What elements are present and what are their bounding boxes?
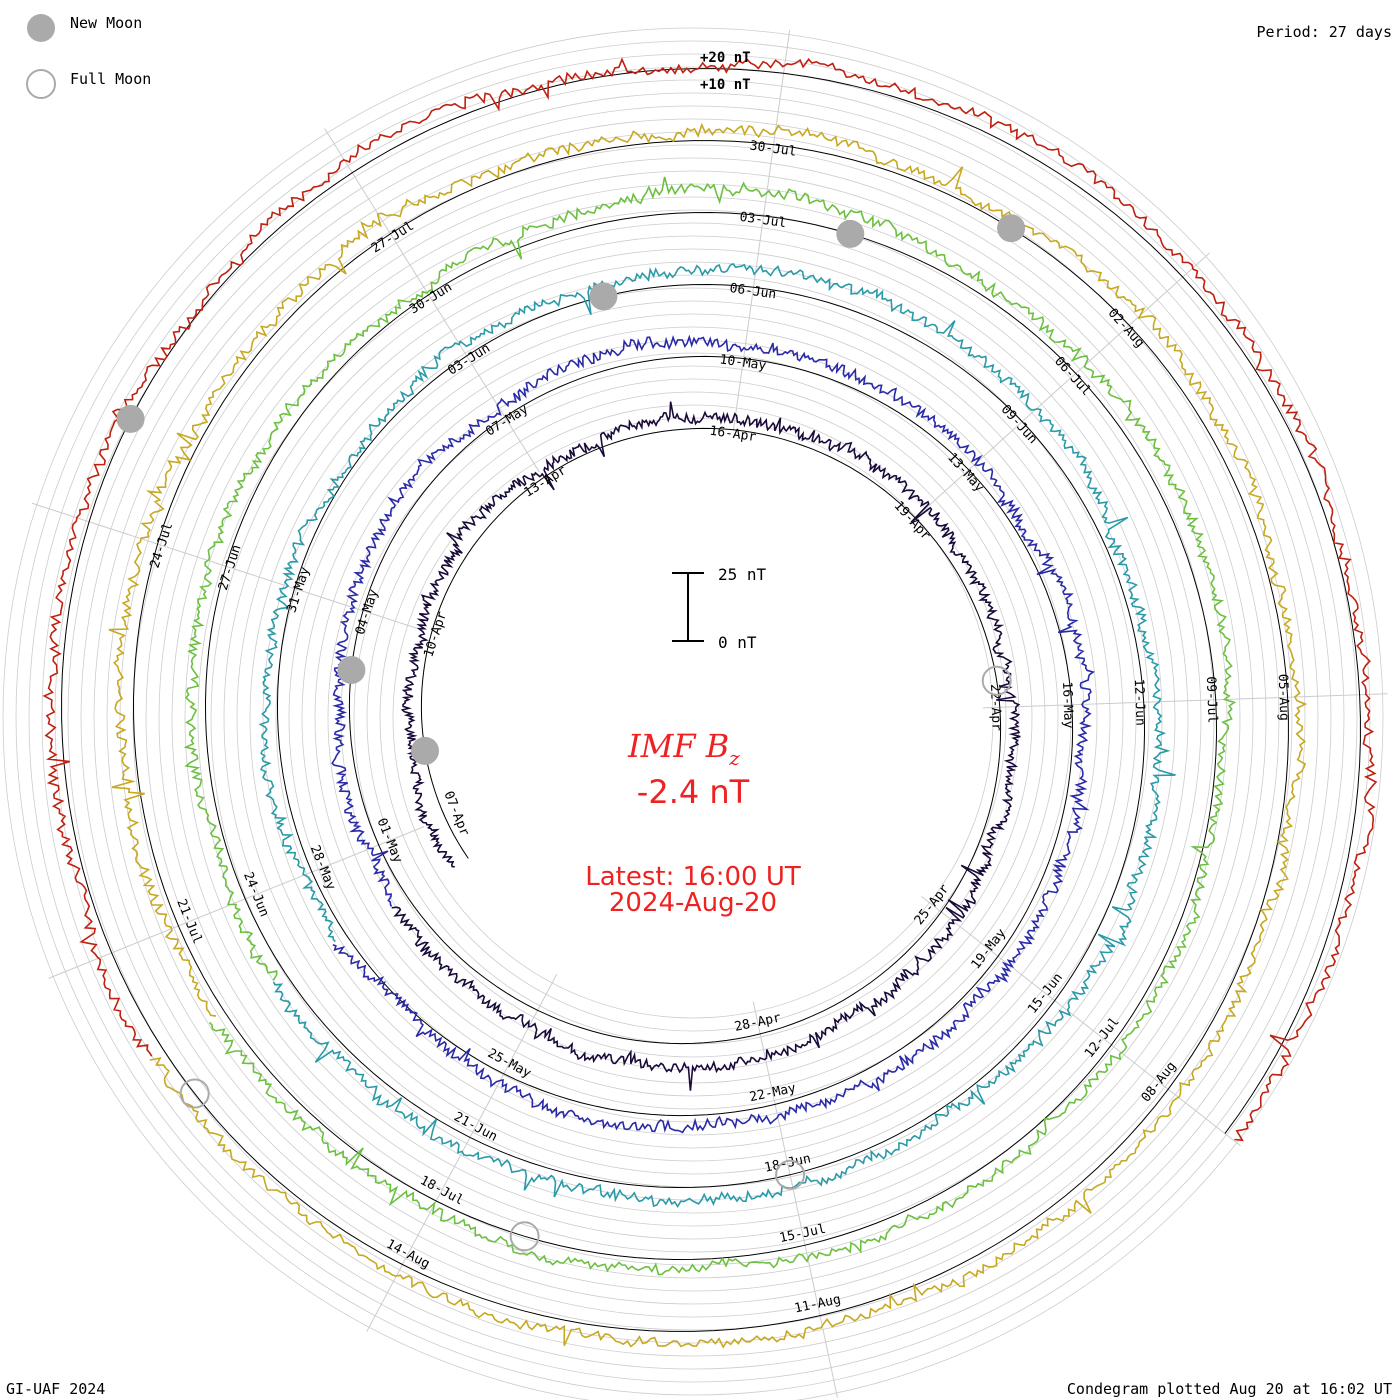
date-label: 22-Apr — [987, 684, 1004, 732]
radial-spoke — [921, 896, 1241, 1147]
baseline-rotation-1 — [406, 427, 1002, 1045]
reference-ring — [249, 274, 1137, 1162]
new-moon-icon — [27, 14, 55, 42]
radial-spoke — [366, 973, 558, 1332]
date-label: 22-May — [748, 1081, 797, 1105]
plotted-label: Condegram plotted Aug 20 at 16:02 UT — [1066, 1380, 1392, 1398]
reference-ring — [288, 313, 1098, 1123]
reference-ring — [67, 92, 1319, 1344]
quantity-title: IMF Bz — [627, 727, 740, 770]
reference-ring — [106, 131, 1280, 1305]
new-moon-marker — [997, 214, 1026, 243]
series-trace-rotation-4 — [183, 176, 1237, 1276]
reference-ring — [327, 352, 1059, 1084]
reference-ring — [158, 183, 1228, 1253]
new-moon-marker — [116, 404, 145, 433]
date-label: 12-Jun — [1131, 679, 1148, 726]
full-moon-marker — [509, 1221, 540, 1252]
scale-label-plus20: +20 nT — [700, 50, 751, 66]
moon-markers — [116, 214, 1026, 1252]
baseline-rotation-3 — [276, 283, 1146, 1189]
date-label: 10-May — [719, 352, 768, 373]
reference-ring — [340, 365, 1046, 1071]
date-label: 27-Jun — [216, 543, 245, 592]
date-label: 07-Apr — [440, 789, 472, 838]
date-label: 28-May — [307, 843, 339, 892]
radial-spoke — [732, 29, 791, 431]
scale-label-plus10: +10 nT — [700, 77, 751, 93]
reference-ring — [223, 248, 1163, 1188]
reference-ring — [262, 287, 1124, 1149]
scale-bar-top-label: 25 nT — [718, 565, 767, 584]
reference-ring — [171, 196, 1215, 1240]
series-trace-rotation-3 — [258, 262, 1176, 1209]
date-label: 27-Jul — [369, 219, 417, 257]
date-label: 15-Jul — [778, 1222, 827, 1246]
reference-ring — [353, 378, 1033, 1058]
series-trace-rotation-6 — [42, 57, 1378, 1142]
radial-spoke — [48, 826, 425, 979]
series-trace-rotation-5 — [108, 122, 1308, 1349]
scale-bar-bottom-label: 0 nT — [718, 633, 757, 652]
reference-ring — [379, 404, 1007, 1032]
radial-spoke — [324, 128, 540, 473]
credit-label: GI-UAF 2024 — [6, 1380, 106, 1398]
date-label: 01-May — [374, 816, 406, 865]
reference-ring — [236, 261, 1150, 1175]
date-label: 02-Aug — [1105, 306, 1148, 351]
baseline-rotation-4 — [204, 211, 1218, 1261]
new-moon-marker — [589, 282, 618, 311]
new-moon-marker — [411, 736, 439, 765]
reference-ring — [80, 105, 1306, 1331]
reference-ring — [93, 118, 1293, 1318]
current-value: -2.4 nT — [637, 773, 750, 811]
full-moon-label: Full Moon — [70, 70, 151, 88]
reference-ring — [119, 144, 1267, 1292]
reference-ring — [184, 209, 1202, 1227]
full-moon-marker — [179, 1078, 210, 1109]
baseline-rotation-2 — [345, 355, 1074, 1117]
reference-ring — [275, 300, 1111, 1136]
reference-ring — [197, 222, 1189, 1214]
baseline-rotation-5 — [132, 140, 1289, 1332]
date-label: 16-May — [1059, 681, 1076, 729]
period-label: Period: 27 days — [1256, 23, 1392, 41]
date-label: 07-May — [483, 402, 531, 440]
reference-ring — [2, 27, 1384, 1400]
series-trace-rotation-2 — [331, 334, 1095, 1134]
date-label: 16-Apr — [709, 424, 758, 445]
radial-spoke — [908, 252, 1210, 525]
date-label: 30-Jul — [749, 138, 798, 159]
reference-ring — [210, 235, 1176, 1201]
date-label: 05-Aug — [1275, 674, 1292, 721]
reference-ring — [28, 53, 1358, 1383]
new-moon-marker — [337, 656, 366, 684]
new-moon-marker — [836, 219, 865, 248]
radial-spoke — [752, 1001, 838, 1398]
radial-spoke — [982, 693, 1388, 709]
scale-bar — [672, 572, 704, 642]
reference-ring — [366, 391, 1020, 1045]
reference-ring — [301, 326, 1085, 1110]
date-label: 03-Jul — [739, 210, 788, 231]
latest-date: 2024-Aug-20 — [609, 888, 777, 918]
reference-ring — [54, 79, 1332, 1357]
full-moon-icon — [26, 69, 56, 99]
reference-rings — [2, 27, 1384, 1400]
full-moon-marker — [981, 665, 1012, 696]
full-moon-marker — [775, 1159, 806, 1190]
date-label: 09-Jul — [1203, 676, 1220, 723]
date-label: 06-Jun — [729, 281, 778, 302]
radial-spokes — [31, 29, 1388, 1398]
new-moon-label: New Moon — [70, 14, 142, 32]
series-layer — [42, 57, 1378, 1349]
reference-ring — [41, 66, 1345, 1370]
reference-ring — [132, 157, 1254, 1279]
series-trace-rotation-1 — [391, 401, 1021, 1091]
date-label: 24-Jul — [147, 521, 176, 570]
reference-ring — [15, 40, 1371, 1396]
latest-time: Latest: 16:00 UT — [585, 862, 801, 892]
baseline-rotation-6 — [61, 68, 1361, 1134]
